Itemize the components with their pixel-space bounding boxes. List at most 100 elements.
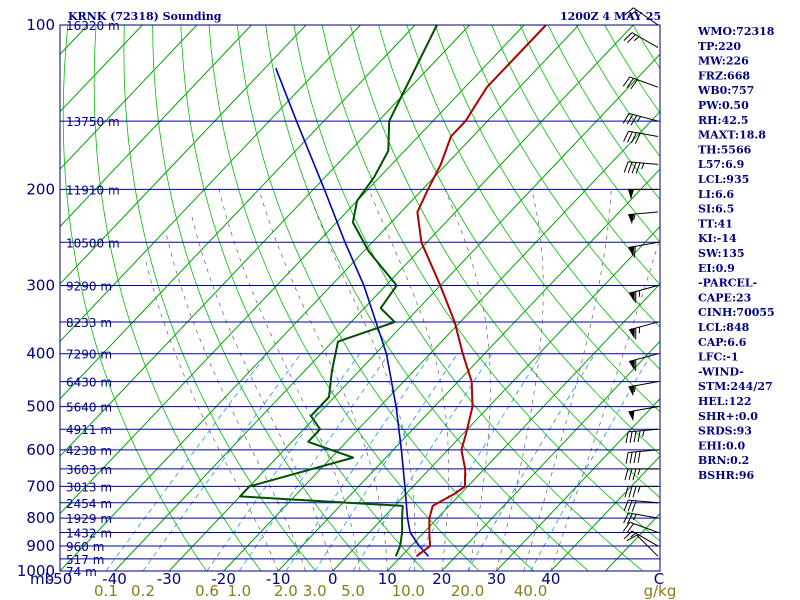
index-item: SRDS:93 <box>698 425 752 438</box>
index-item: PW:0.50 <box>698 99 749 112</box>
index-item: RH:42.5 <box>698 114 748 127</box>
wind-barb <box>628 321 659 340</box>
moist-adiabat-line <box>165 232 306 571</box>
pressure-tick-label: 1000 <box>17 562 55 580</box>
pressure-tick-label: 400 <box>26 345 55 363</box>
isotherm-line <box>223 110 660 571</box>
isotherm-line <box>496 398 660 571</box>
wind-barb <box>622 76 659 90</box>
pressure-tick-label: 500 <box>26 398 55 416</box>
index-item: MAXT:18.8 <box>698 129 766 142</box>
isotherm-line <box>60 25 307 285</box>
moist-adiabat-line <box>444 189 491 571</box>
station-title: KRNK (72318) Sounding <box>68 10 222 23</box>
index-item: SHR+:0.0 <box>698 410 758 423</box>
index-item: HEL:122 <box>698 395 752 408</box>
index-item: -WIND- <box>698 365 744 378</box>
isotherm-line <box>60 25 252 228</box>
temperature-tick-label: -10 <box>266 570 291 588</box>
temperature-tick-label: 20 <box>432 570 451 588</box>
temperature-tick-label: -20 <box>211 570 236 588</box>
pressure-unit-label: mb <box>30 570 54 588</box>
isotherm-line <box>60 25 525 515</box>
index-item: WMO:72318 <box>697 25 775 38</box>
index-item: LCL:848 <box>698 321 750 334</box>
height-label: 8233 m <box>66 316 112 330</box>
index-item: TH:5566 <box>698 143 752 156</box>
wind-barb <box>628 211 659 225</box>
pressure-tick-label: 900 <box>26 537 55 555</box>
wind-barb <box>625 449 659 464</box>
isotherm-line <box>277 168 660 571</box>
wind-barb <box>624 7 659 26</box>
mixing-ratio-label: 0.2 <box>131 582 155 600</box>
height-label: 5640 m <box>66 401 112 415</box>
mixing-ratio-label: 0.1 <box>94 582 118 600</box>
wind-barb <box>622 521 659 534</box>
index-item: BRN:0.2 <box>698 454 749 467</box>
index-item: CAPE:23 <box>698 291 751 304</box>
isotherm-line <box>60 25 198 170</box>
index-item: SW:135 <box>698 247 745 260</box>
temperature-tick-label: -50 <box>48 570 73 588</box>
index-item: STM:244/27 <box>698 380 773 393</box>
wind-barb <box>625 428 659 444</box>
temperature-tick-label: 40 <box>541 570 560 588</box>
temperature-tick-label: -40 <box>102 570 127 588</box>
index-item: LFC:-1 <box>698 351 739 364</box>
wind-barb <box>624 485 658 498</box>
temperature-unit-label: C <box>654 570 664 588</box>
height-label: 3603 m <box>66 463 112 477</box>
isotherm-line <box>168 53 660 571</box>
mixing-ratio-unit-label: g/kg <box>644 582 677 600</box>
moist-adiabat-line <box>368 189 450 571</box>
temperature-tick-label: 0 <box>328 570 338 588</box>
plot-frame <box>59 24 661 572</box>
wind-barb <box>626 534 659 557</box>
index-item: EI:0.9 <box>698 262 735 275</box>
index-item: CINH:70055 <box>698 306 775 319</box>
wind-barb <box>628 285 659 303</box>
parcel-trace <box>275 67 430 557</box>
isotherm-line <box>332 225 660 571</box>
height-label: 1432 m <box>66 526 112 540</box>
height-label: 960 m <box>66 540 104 554</box>
height-label: 517 m <box>66 553 104 567</box>
isotherm-line <box>386 283 660 571</box>
index-item: WB0:757 <box>697 84 754 97</box>
pressure-tick-label: 100 <box>26 16 55 34</box>
height-label: 9290 m <box>66 280 112 294</box>
height-label: 13750 m <box>66 115 120 129</box>
height-label: 16320 m <box>66 19 120 33</box>
mixing-ratio-label: 20.0 <box>451 582 484 600</box>
wind-barb <box>623 161 659 174</box>
index-item: TP:220 <box>698 40 741 53</box>
wind-barb <box>623 32 659 49</box>
wind-barb <box>628 188 658 200</box>
isotherm-line <box>60 25 361 343</box>
mixing-ratio-label: 3.0 <box>303 582 327 600</box>
wind-barb <box>628 353 659 372</box>
height-label: 74 m <box>66 565 97 579</box>
mixing-ratio-label: 5.0 <box>341 582 365 600</box>
temperature-tick-label: 30 <box>487 570 506 588</box>
height-label: 6430 m <box>66 376 112 390</box>
temperature-tick-label: 10 <box>378 570 397 588</box>
index-item: L57:6.9 <box>698 158 744 171</box>
wind-barb <box>623 530 659 547</box>
index-item: EHI:0.0 <box>698 439 745 452</box>
isotherm-line <box>60 25 470 457</box>
index-item: LI:6.6 <box>698 188 734 201</box>
height-label: 7290 m <box>66 348 112 362</box>
index-item: -PARCEL- <box>698 277 757 290</box>
pressure-tick-label: 700 <box>26 477 55 495</box>
wind-barb <box>624 468 658 480</box>
index-item: LCL:935 <box>698 173 749 186</box>
index-item: MW:226 <box>698 55 749 68</box>
wind-barb <box>623 130 659 144</box>
isotherm-line <box>550 455 660 571</box>
pressure-tick-label: 800 <box>26 509 55 527</box>
height-label: 1929 m <box>66 512 112 526</box>
index-item: TT:41 <box>698 217 733 230</box>
